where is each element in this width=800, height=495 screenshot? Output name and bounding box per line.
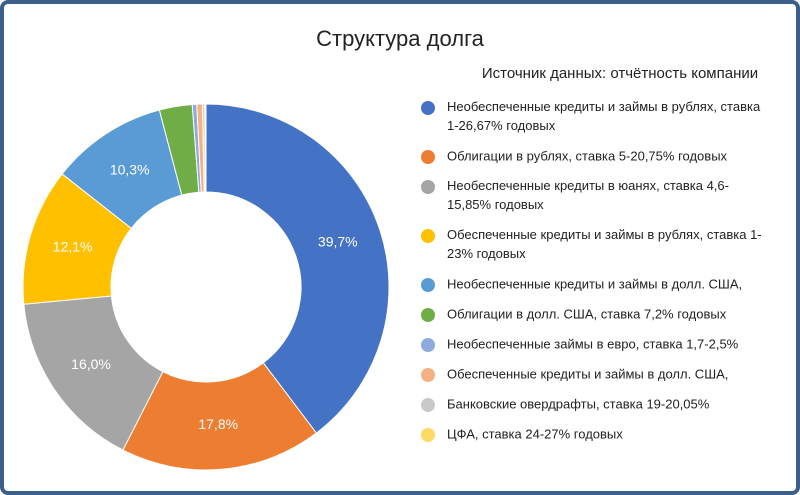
slice	[204, 103, 207, 193]
legend-marker	[421, 428, 435, 442]
slice	[23, 295, 164, 451]
legend-marker	[421, 338, 435, 352]
data-label: 39,7%	[318, 234, 358, 250]
data-label: 10,3%	[110, 162, 150, 178]
legend-marker	[421, 308, 435, 322]
legend-marker	[421, 368, 435, 382]
legend-label: Банковские овердрафты, ставка 19-20,05%	[447, 396, 710, 411]
legend-marker	[421, 229, 435, 243]
data-label: 16,0%	[71, 356, 111, 372]
legend-label: Необеспеченные кредиты и займы в долл. С…	[447, 276, 742, 291]
legend-label: Облигации в долл. США, ставка 7,2% годов…	[447, 306, 727, 321]
legend-label: Обеспеченные кредиты и займы в долл. США…	[447, 366, 728, 381]
legend-label: Необеспеченные кредиты в юанях, ставка 4…	[447, 178, 729, 212]
legend-label: Необеспеченные займы в евро, ставка 1,7-…	[447, 336, 739, 351]
chart-title: Структура долга	[316, 26, 484, 51]
legend-label: Необеспеченные кредиты и займы в рублях,…	[447, 99, 761, 133]
legend-marker	[421, 398, 435, 412]
legend-marker	[421, 180, 435, 194]
slice	[205, 103, 390, 434]
chart-subtitle: Источник данных: отчётность компании	[482, 65, 758, 82]
legend-marker	[421, 150, 435, 164]
legend-label: Облигации в рублях, ставка 5-20,75% годо…	[447, 148, 728, 163]
legend-marker	[421, 101, 435, 115]
legend-label: Обеспеченные кредиты и займы в рублях, с…	[447, 227, 762, 261]
legend-marker	[421, 278, 435, 292]
data-label: 12,1%	[53, 239, 93, 255]
legend-label: ЦФА, ставка 24-27% годовых	[447, 426, 623, 441]
slice	[122, 362, 318, 471]
data-label: 17,8%	[198, 416, 238, 432]
